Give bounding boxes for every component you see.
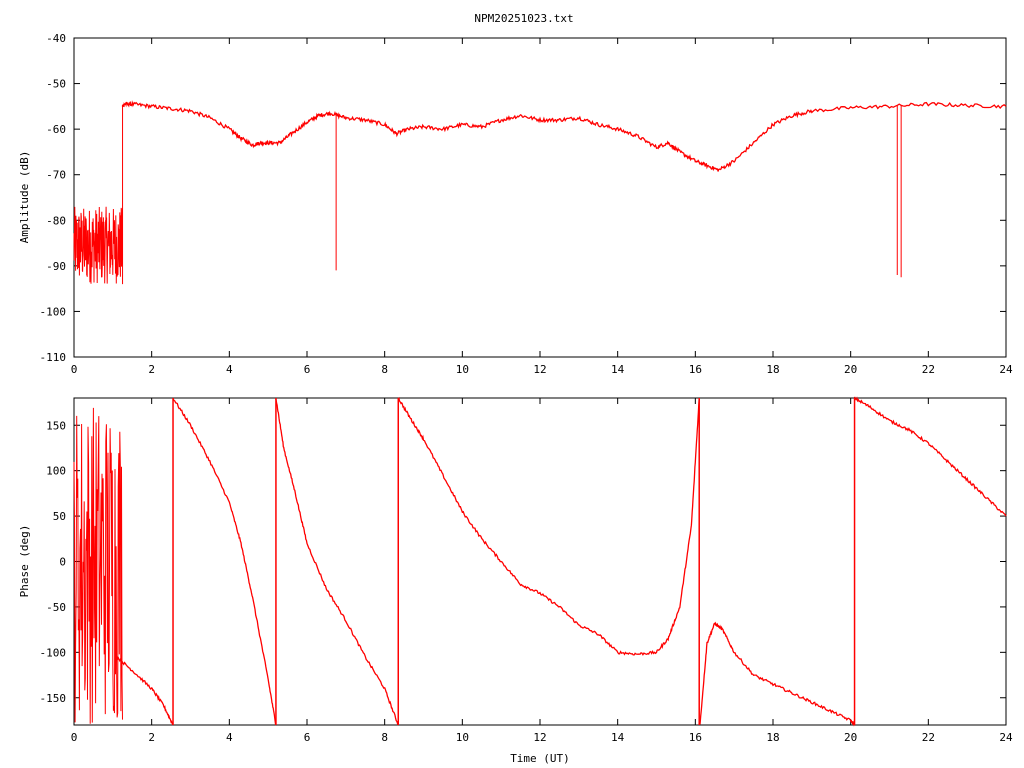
- chart-title: NPM20251023.txt: [474, 12, 573, 25]
- x-tick-label: 2: [148, 731, 155, 744]
- y-tick-label: 0: [59, 556, 66, 569]
- x-tick-label: 20: [844, 363, 857, 376]
- x-tick-label: 10: [456, 363, 469, 376]
- x-tick-label: 8: [381, 363, 388, 376]
- amplitude-ticks: 0 2 4 6 8 10 12 14 16 18 20 22 24-40-50-60-70-80-90-…: [40, 32, 1013, 376]
- x-tick-label: 18: [766, 731, 779, 744]
- x-tick-label: 16: [689, 363, 702, 376]
- series-line: [275, 398, 399, 726]
- phase-x-axis-label: Time (UT): [510, 752, 570, 765]
- x-tick-label: 22: [922, 363, 935, 376]
- amplitude-chart: 0 2 4 6 8 10 12 14 16 18 20 22 24-40-50-60-70-80-90-…: [18, 32, 1013, 376]
- y-tick-label: -50: [46, 601, 66, 614]
- x-tick-label: 12: [533, 363, 546, 376]
- y-tick-label: -60: [46, 123, 66, 136]
- x-tick-label: 6: [304, 731, 311, 744]
- y-tick-label: 50: [53, 510, 66, 523]
- series-line: [172, 398, 277, 726]
- series-line: [853, 396, 1007, 517]
- x-tick-label: 6: [304, 363, 311, 376]
- noise-segment: [73, 407, 123, 724]
- phase-chart: 0 2 4 6 8 10 12 14 16 18 20 22 24150100500-50-100-15…: [18, 396, 1013, 765]
- amplitude-y-axis-label: Amplitude (dB): [18, 151, 31, 244]
- series-line: [121, 100, 1007, 172]
- y-tick-label: -80: [46, 214, 66, 227]
- x-tick-label: 12: [533, 731, 546, 744]
- amplitude-series: [73, 100, 1007, 285]
- y-tick-label: -110: [40, 351, 67, 364]
- y-tick-label: 100: [46, 465, 66, 478]
- series-line: [699, 621, 856, 727]
- y-tick-label: -100: [40, 646, 67, 659]
- y-tick-label: -50: [46, 78, 66, 91]
- x-tick-label: 14: [611, 363, 625, 376]
- series-line: [397, 396, 700, 656]
- y-tick-label: -100: [40, 305, 67, 318]
- x-tick-label: 8: [381, 731, 388, 744]
- series-line: [116, 656, 174, 726]
- x-tick-label: 24: [999, 731, 1013, 744]
- y-tick-label: -70: [46, 169, 66, 182]
- x-tick-label: 0: [71, 363, 78, 376]
- phase-y-axis-label: Phase (deg): [18, 525, 31, 598]
- x-tick-label: 16: [689, 731, 702, 744]
- amplitude-plot-frame: [73, 37, 1007, 358]
- phase-plot-frame: [73, 397, 1007, 726]
- phase-ticks: 0 2 4 6 8 10 12 14 16 18 20 22 24150100500-50-100-15…: [40, 398, 1013, 744]
- x-tick-label: 0: [71, 731, 78, 744]
- x-tick-label: 14: [611, 731, 625, 744]
- y-tick-label: -150: [40, 692, 67, 705]
- phase-series: [73, 396, 1007, 727]
- x-tick-label: 24: [999, 363, 1013, 376]
- x-tick-label: 2: [148, 363, 155, 376]
- noise-segment: [73, 206, 123, 284]
- x-tick-label: 18: [766, 363, 779, 376]
- y-tick-label: 150: [46, 419, 66, 432]
- x-tick-label: 4: [226, 731, 233, 744]
- x-tick-label: 10: [456, 731, 469, 744]
- x-tick-label: 4: [226, 363, 233, 376]
- x-tick-label: 22: [922, 731, 935, 744]
- y-tick-label: -40: [46, 32, 66, 45]
- y-tick-label: -90: [46, 260, 66, 273]
- x-tick-label: 20: [844, 731, 857, 744]
